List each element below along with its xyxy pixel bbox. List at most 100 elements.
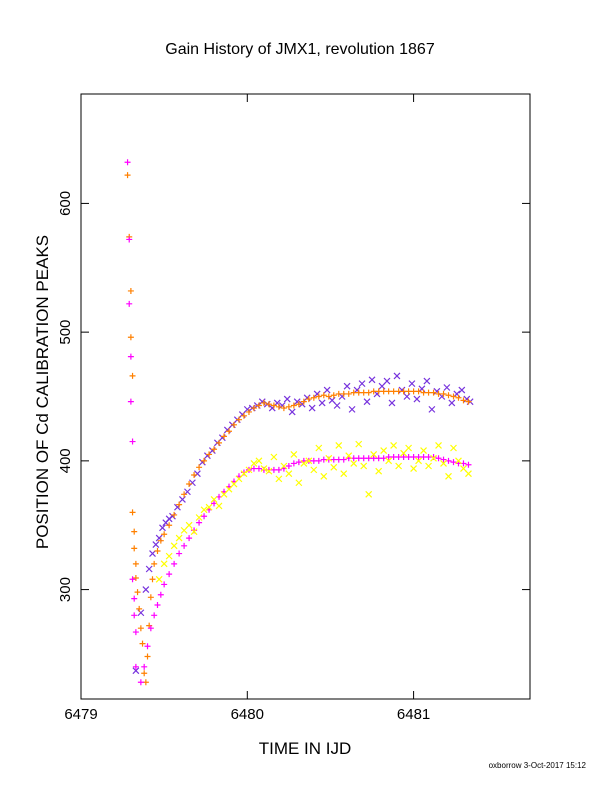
data-point-series-2 [144, 653, 151, 660]
data-point-series-3 [124, 159, 131, 166]
data-point-series-2 [250, 405, 257, 412]
y-tick-label: 300 [57, 577, 74, 602]
data-point-series-4 [370, 451, 378, 458]
data-point-series-1 [443, 384, 451, 391]
data-point-series-2 [129, 372, 136, 379]
data-point-series-4 [235, 475, 243, 483]
data-point-series-2 [132, 575, 139, 581]
data-point-series-2 [154, 547, 161, 554]
data-point-series-2 [221, 433, 228, 440]
data-point-series-4 [325, 454, 333, 462]
data-point-series-4 [355, 440, 363, 448]
data-point-series-3 [132, 663, 139, 670]
data-point-series-1 [363, 398, 371, 406]
data-point-series-2 [315, 393, 322, 400]
data-point-series-3 [290, 460, 297, 467]
data-point-series-4 [415, 457, 423, 465]
data-point-series-4 [185, 521, 193, 529]
data-point-series-4 [340, 470, 348, 478]
data-point-series-4 [210, 496, 218, 503]
data-point-series-2 [161, 531, 168, 538]
data-point-series-4 [375, 467, 383, 475]
data-point-series-2 [186, 481, 193, 488]
data-point-series-4 [155, 575, 163, 583]
chart-title: Gain History of JMX1, revolution 1867 [165, 41, 435, 58]
data-point-series-4 [275, 475, 283, 483]
data-point-series-2 [300, 398, 307, 405]
data-point-series-4 [195, 514, 203, 521]
data-point-series-3 [275, 466, 282, 473]
data-point-series-4 [175, 534, 183, 542]
data-point-series-2 [151, 560, 158, 567]
x-tick-label: 6481 [397, 706, 430, 723]
data-point-series-3 [141, 663, 148, 670]
data-point-series-1 [308, 404, 316, 412]
data-point-series-1 [423, 377, 431, 385]
data-point-series-1 [179, 496, 186, 503]
data-point-series-4 [365, 490, 373, 498]
data-point-series-2 [460, 397, 467, 404]
data-point-series-3 [144, 643, 151, 650]
data-point-series-4 [320, 472, 328, 480]
data-point-series-3 [131, 595, 138, 602]
data-point-series-4 [180, 526, 188, 534]
data-point-series-2 [445, 392, 452, 399]
data-point-series-2 [129, 509, 136, 516]
data-point-series-1 [188, 479, 196, 487]
data-point-series-3 [465, 461, 472, 468]
data-point-series-3 [285, 463, 292, 470]
data-point-series-2 [176, 501, 183, 508]
data-point-series-3 [127, 353, 134, 360]
data-point-series-2 [201, 457, 208, 464]
data-point-series-3 [176, 550, 183, 557]
data-point-series-4 [330, 463, 338, 471]
data-point-series-2 [131, 528, 138, 535]
data-point-series-4 [270, 453, 278, 461]
data-point-series-2 [280, 405, 287, 412]
data-point-series-1 [368, 376, 376, 384]
data-point-series-1 [142, 586, 150, 594]
data-point-series-3 [171, 560, 178, 567]
data-point-series-1 [328, 396, 336, 404]
data-point-series-4 [395, 462, 403, 470]
data-point-series-4 [350, 460, 358, 467]
data-point-series-2 [295, 401, 302, 408]
data-point-series-1 [378, 382, 386, 390]
data-point-series-3 [315, 457, 322, 464]
data-point-series-4 [430, 454, 437, 462]
data-point-series-3 [157, 591, 164, 598]
data-point-series-3 [127, 398, 134, 405]
data-point-series-4 [250, 460, 258, 467]
data-point-series-2 [310, 394, 317, 401]
data-point-series-4 [160, 560, 168, 568]
data-point-series-1 [152, 541, 160, 548]
data-point-series-4 [220, 490, 228, 498]
data-point-series-2 [455, 394, 462, 401]
data-point-series-3 [166, 571, 173, 578]
data-point-series-4 [345, 452, 353, 460]
data-point-series-2 [440, 390, 447, 397]
data-point-series-4 [305, 457, 313, 465]
data-point-series-1 [448, 399, 456, 407]
data-point-series-4 [445, 472, 452, 480]
data-point-series-2 [320, 392, 327, 399]
data-point-series-4 [425, 462, 432, 470]
data-point-series-2 [216, 439, 223, 446]
data-point-series-2 [365, 389, 372, 396]
data-point-series-2 [245, 408, 252, 415]
data-point-series-4 [265, 467, 273, 475]
data-point-series-2 [127, 334, 134, 341]
data-point-series-1 [288, 408, 296, 416]
data-point-series-2 [132, 560, 139, 567]
data-point-series-2 [260, 399, 267, 406]
data-point-series-2 [265, 401, 272, 408]
y-tick-label: 400 [57, 448, 74, 473]
data-point-series-3 [161, 581, 168, 588]
data-point-series-3 [196, 519, 203, 526]
data-point-series-2 [325, 393, 332, 400]
data-point-series-3 [131, 612, 138, 619]
data-point-series-1 [428, 405, 436, 413]
data-point-series-1 [283, 395, 291, 403]
data-point-series-2 [415, 388, 422, 395]
